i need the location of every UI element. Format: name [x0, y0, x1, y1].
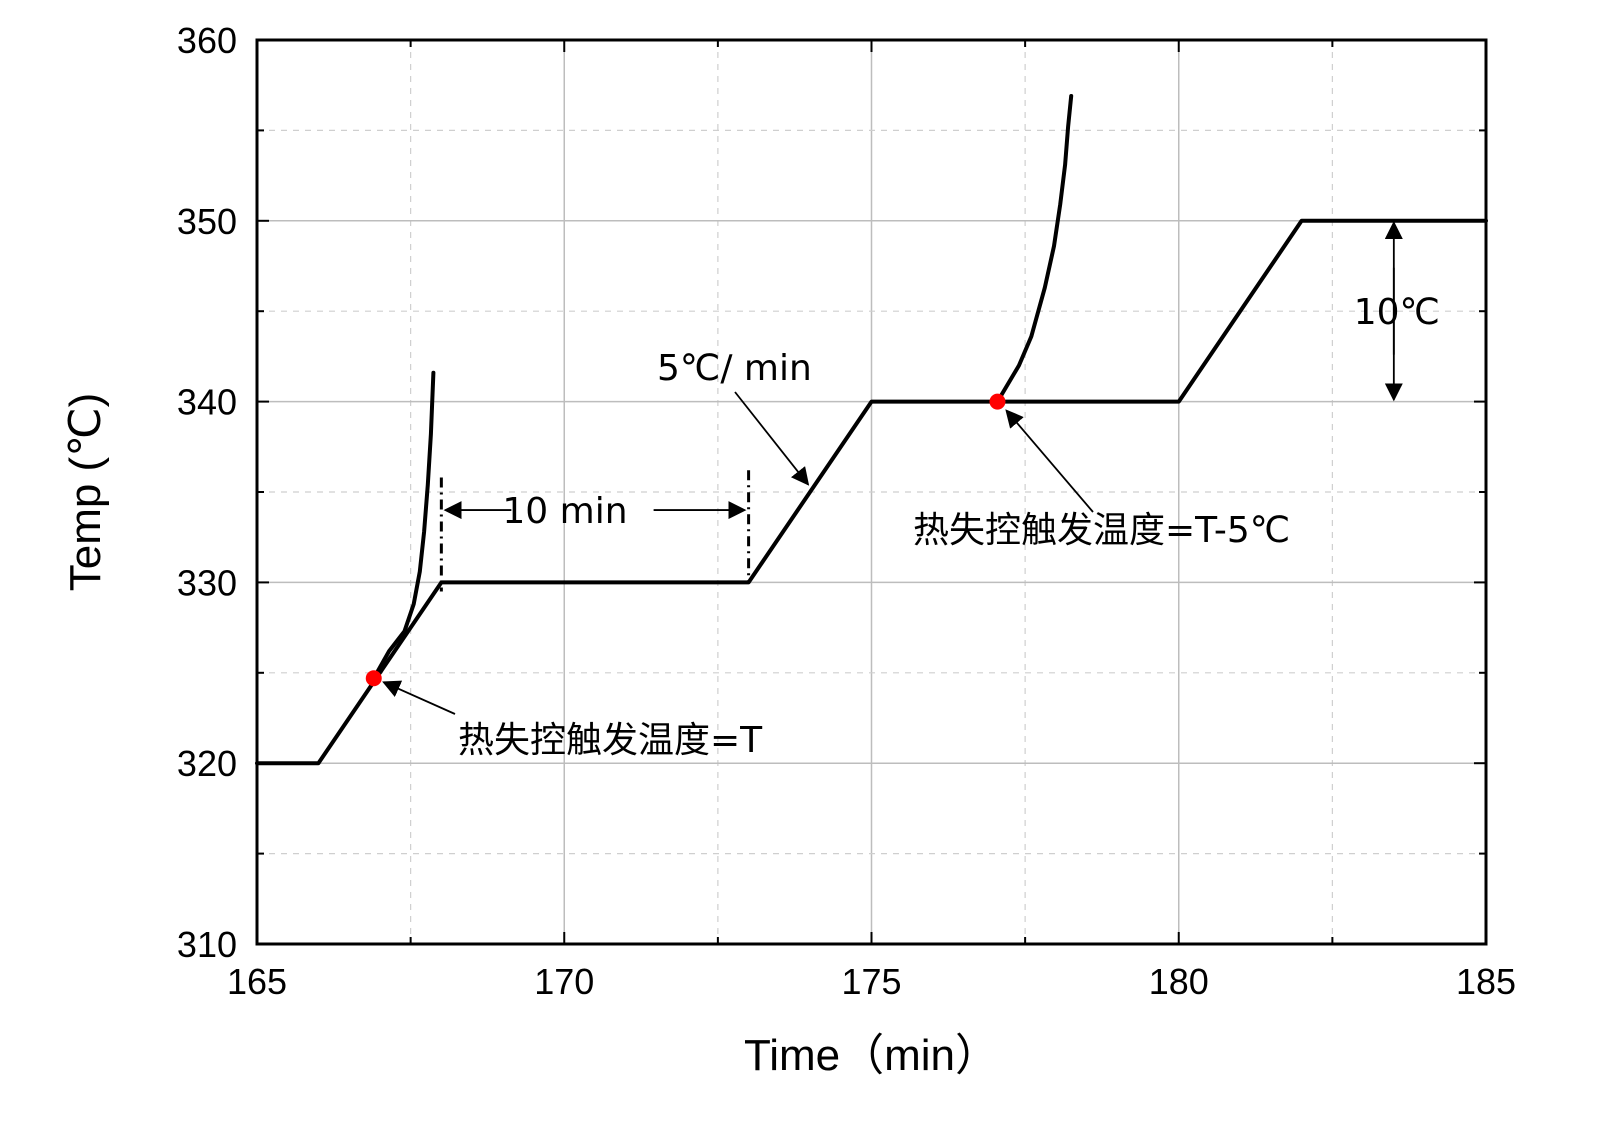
plot-frame	[255, 38, 1488, 946]
trigger-1-arrow	[382, 680, 456, 715]
trigger-marker-2	[989, 393, 1006, 410]
y-tick-label: 360	[177, 20, 237, 61]
y-tick-label: 340	[177, 382, 237, 423]
trigger-marker-1	[365, 670, 382, 687]
x-tick-label: 170	[534, 961, 594, 1002]
series-runaway-curve-2	[995, 94, 1074, 404]
rate-annotation: 5℃/ min	[657, 348, 812, 389]
trigger-2-arrow	[1005, 409, 1094, 513]
trigger-2-annotation: 热失控触发温度=T-5℃	[913, 510, 1290, 551]
annotation-guides	[382, 221, 1403, 715]
y-tick-label: 350	[177, 201, 237, 242]
x-tick-label: 180	[1149, 961, 1209, 1002]
y-tick-label: 310	[177, 924, 237, 965]
hold-annotation: 10 min	[502, 491, 627, 532]
y-axis-title: Temp (℃)	[61, 393, 110, 592]
trigger-markers	[365, 393, 1006, 687]
series-runaway-curve-1	[371, 370, 436, 681]
x-axis-title: Time（min）	[744, 1031, 999, 1080]
step-annotation: 10℃	[1354, 292, 1440, 333]
series-stepwise-heating-profile	[255, 218, 1488, 766]
rate-arrow	[734, 391, 810, 486]
y-tick-label: 330	[177, 562, 237, 603]
tick-labels: 165 170 175 180 185 310 320 330 340 350 360	[177, 20, 1516, 1002]
y-tick-label: 320	[177, 743, 237, 784]
x-tick-label: 165	[227, 961, 287, 1002]
x-tick-label: 175	[841, 961, 901, 1002]
x-tick-label: 185	[1456, 961, 1516, 1002]
grid	[257, 40, 1486, 944]
trigger-1-annotation: 热失控触发温度=T	[458, 720, 763, 761]
series-group	[255, 94, 1488, 766]
